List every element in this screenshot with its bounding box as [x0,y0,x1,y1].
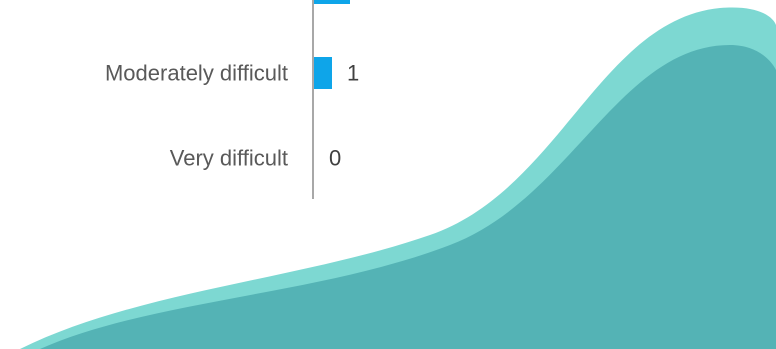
category-label: Moderately difficult [105,61,288,86]
wave-dark-shape [40,45,776,349]
value-label: 0 [329,146,341,171]
labels-group: Moderately difficult 1 Very difficult 0 [105,61,359,171]
bar-0 [314,0,350,4]
category-label: Very difficult [170,146,288,171]
value-label: 1 [347,61,359,86]
bar-1 [314,57,332,89]
bars-group [314,0,350,89]
